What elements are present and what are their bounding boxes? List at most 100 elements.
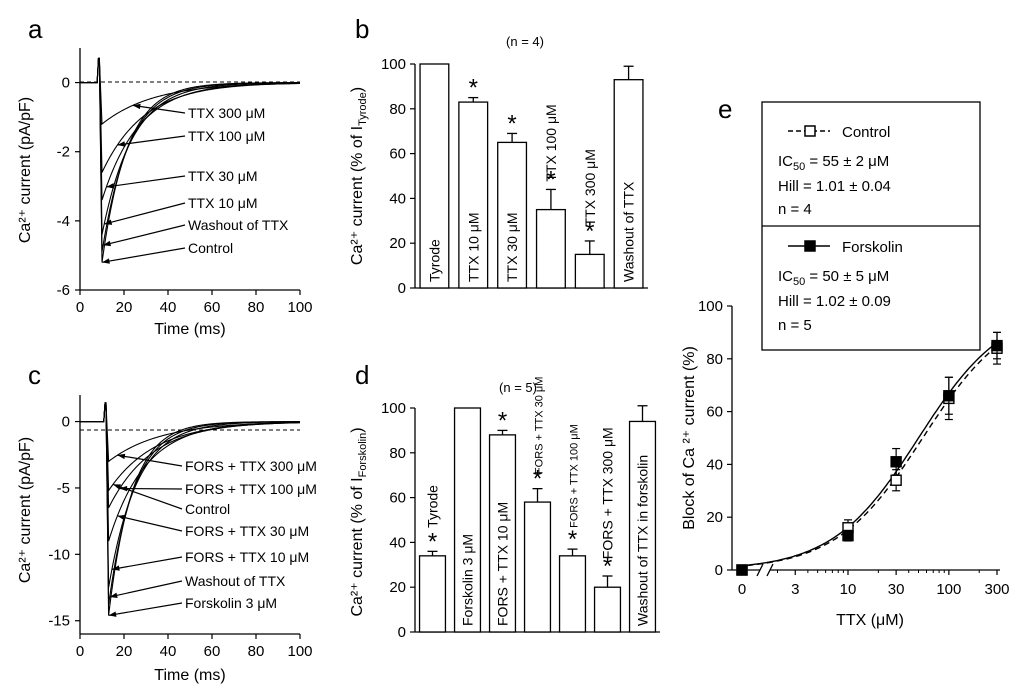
annotation-label: FORS + TTX 10 μM <box>185 549 309 565</box>
annotation-arrowhead <box>117 141 126 147</box>
bar-2 <box>453 407 482 633</box>
panel-a-xlabel: Time (ms) <box>154 321 225 338</box>
y-tick-label: -15 <box>48 613 70 630</box>
bar-category-label: FORS + TTX 10 μM <box>495 502 511 626</box>
panel-c-xlabel: Time (ms) <box>154 667 225 684</box>
bar-category-label: Tyrode <box>426 239 442 282</box>
annotation-arrow <box>102 224 186 246</box>
y-tick-label: -6 <box>57 282 70 299</box>
point-forskolin <box>736 564 748 576</box>
bar-4 <box>535 208 566 289</box>
significance-star: * <box>568 526 577 553</box>
bar-category-label: TTX 300 μM <box>582 149 598 226</box>
y-tick-label: 80 <box>389 101 406 118</box>
trace-3 <box>80 402 301 493</box>
y-tick-label: -4 <box>57 213 70 230</box>
annotation-arrowhead <box>111 565 120 571</box>
annotation-arrowhead <box>109 592 118 599</box>
x-tick-label: 100 <box>287 299 312 316</box>
axis-break-mark <box>756 563 764 577</box>
annotation-arrowhead <box>117 453 126 460</box>
y-tick-label: 0 <box>398 624 406 641</box>
panel-d: d (n = 5) Ca²⁺ current (% of IForskolin)… <box>349 360 660 641</box>
bar-7 <box>628 420 657 633</box>
annotation-arrow <box>112 483 183 510</box>
y-tick-label: 40 <box>389 190 406 207</box>
legend-control-marker <box>804 125 816 137</box>
y-tick-label: 20 <box>389 235 406 252</box>
y-tick-label: 0 <box>398 280 406 297</box>
annotation-arrowhead <box>102 258 110 264</box>
panel-d-letter: d <box>355 360 369 390</box>
annotation-arrow <box>117 135 186 146</box>
annotation-arrowhead <box>108 611 117 617</box>
x-tick-label: 40 <box>160 299 177 316</box>
trace-3 <box>80 57 301 201</box>
y-tick-label: 20 <box>706 509 723 526</box>
y-tick-label: 80 <box>706 351 723 368</box>
panel-b-letter: b <box>355 14 369 44</box>
x-tick-label: 40 <box>160 643 177 660</box>
y-tick-label: 60 <box>389 146 406 163</box>
x-tick-label: 0 <box>76 299 84 316</box>
annotation-arrowhead <box>117 514 126 521</box>
significance-star: * <box>533 466 542 493</box>
panel-e: e Block of Ca ²⁺ current (%) 0 20 40 60 80 10… <box>681 94 1010 629</box>
y-tick-label: -10 <box>48 546 70 563</box>
annotation-label: Forskolin 3 μM <box>185 595 277 611</box>
panel-e-letter: e <box>718 94 732 124</box>
x-tick-label: 20 <box>116 643 133 660</box>
panel-b-ylabel: Ca²⁺ current (% of ITyrode) <box>349 87 369 265</box>
legend-forskolin-n: n = 5 <box>778 317 812 334</box>
bar-4 <box>523 501 552 633</box>
x-tick-label: 10 <box>840 581 857 598</box>
x-tick-label: 30 <box>888 581 905 598</box>
bar-category-label: Washout of TTX in forskolin <box>635 455 651 626</box>
x-tick-label: 60 <box>204 643 221 660</box>
panel-e-ylabel: Block of Ca ²⁺ current (%) <box>681 346 698 530</box>
y-tick-label: 80 <box>389 445 406 462</box>
y-tick-label: 40 <box>389 534 406 551</box>
significance-star: * <box>507 110 516 137</box>
bar-category-label: TTX 100 μM <box>543 104 559 181</box>
annotation-arrowhead <box>113 484 121 490</box>
panel-e-xlabel: TTX (μM) <box>836 612 904 629</box>
point-forskolin <box>890 456 902 468</box>
bar-1 <box>418 555 447 633</box>
fit-curve-control <box>747 343 1000 567</box>
y-tick-label: 100 <box>698 298 723 315</box>
annotation-label: TTX 10 μM <box>188 195 258 211</box>
y-tick-label: -5 <box>57 480 70 497</box>
bar-1 <box>419 63 450 289</box>
bar-category-label: TTX 10 μM <box>465 212 481 282</box>
annotation-label: TTX 100 μM <box>188 128 265 144</box>
annotation-arrow <box>117 515 183 532</box>
bar-3 <box>497 141 528 289</box>
panel-b: b (n = 4) Ca²⁺ current (% of ITyrode) 10… <box>349 14 648 297</box>
annotation-arrowhead <box>103 240 112 247</box>
panel-c-letter: c <box>28 360 41 390</box>
fit-curve-forskolin <box>747 340 1000 566</box>
annotation-label: TTX 30 μM <box>188 168 258 184</box>
panel-a-ylabel: Ca²⁺ current (pA/pF) <box>17 97 34 243</box>
bar-category-label: FORS + TTX 100 μM <box>569 424 581 528</box>
x-tick-label: 60 <box>204 299 221 316</box>
annotation-label: FORS + TTX 30 μM <box>185 523 309 539</box>
bar-category-label: FORS + TTX 300 μM <box>600 427 616 559</box>
annotation-arrow <box>104 202 186 225</box>
legend-forskolin-hill: Hill = 1.02 ± 0.09 <box>778 293 891 310</box>
panel-a: a Ca²⁺ current (pA/pF) 0 -2 -4 -6 0 20 40 60 80… <box>17 14 313 338</box>
x-tick-label: 100 <box>936 581 961 598</box>
bar-6 <box>613 79 644 289</box>
bar-category-label: TTX 30 μM <box>504 212 520 282</box>
legend-forskolin-marker <box>804 240 816 252</box>
y-tick-label: 0 <box>715 562 723 579</box>
trace-6 <box>80 57 301 263</box>
annotation-arrowhead <box>106 183 115 189</box>
trace-4 <box>80 402 301 542</box>
legend-control-ic50: IC50 = 55 ± 2 μM <box>778 153 889 173</box>
significance-star: * <box>498 407 507 434</box>
annotation-arrow <box>117 454 183 467</box>
panel-c-ylabel: Ca²⁺ current (pA/pF) <box>17 437 34 583</box>
